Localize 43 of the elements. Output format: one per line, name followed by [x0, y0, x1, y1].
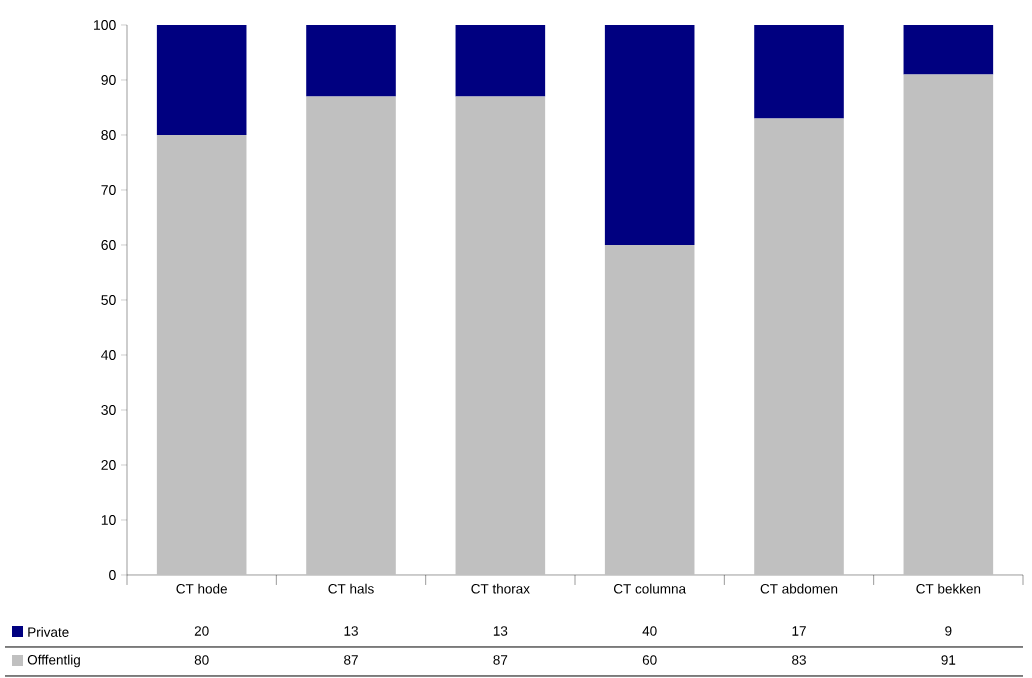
bar: [156, 134, 247, 575]
data-label: 13: [493, 626, 508, 636]
data-label: 91: [941, 655, 956, 665]
bar: [903, 74, 994, 575]
y-tick-label: 80: [101, 130, 116, 140]
y-tick-label: 90: [101, 75, 116, 85]
y-tick-label: 70: [101, 185, 116, 195]
data-label: 20: [194, 626, 209, 636]
y-tick-label: 0: [109, 570, 116, 580]
legend-label: Private: [28, 627, 69, 637]
data-label: 80: [194, 655, 209, 665]
x-tick-label: CT thorax: [471, 583, 530, 594]
y-tick-label: 30: [101, 405, 116, 415]
bar: [306, 96, 396, 575]
x-tick-label: CT columna: [613, 583, 687, 594]
x-tick-label: CT hals: [328, 583, 374, 594]
data-label: 87: [493, 655, 508, 665]
y-tick-label: 10: [101, 515, 116, 525]
bar: [604, 244, 695, 575]
legend-label: Offfentlig: [27, 654, 80, 668]
bar: [306, 24, 396, 97]
data-label: 13: [344, 626, 358, 636]
data-label: 60: [642, 655, 657, 665]
y-tick-label: 50: [101, 295, 116, 305]
x-tick-label: CT abdomen: [760, 583, 838, 594]
x-tick-label: CT hode: [176, 583, 227, 594]
y-tick-label: 40: [101, 350, 116, 360]
bar: [903, 24, 994, 75]
x-tick-label: CT bekken: [916, 583, 981, 594]
data-label: 83: [792, 655, 806, 665]
data-label: 87: [344, 655, 358, 665]
bar: [455, 96, 546, 575]
bar: [455, 24, 546, 97]
y-tick-label: 20: [101, 460, 116, 470]
y-tick-label: 100: [94, 20, 116, 30]
data-label: 9: [945, 626, 952, 636]
bar: [604, 24, 695, 245]
y-tick-label: 60: [101, 240, 116, 250]
data-label: 40: [642, 626, 657, 636]
bar: [156, 24, 247, 135]
bar: [754, 24, 844, 119]
data-label: 17: [792, 626, 806, 636]
bar: [754, 118, 844, 575]
